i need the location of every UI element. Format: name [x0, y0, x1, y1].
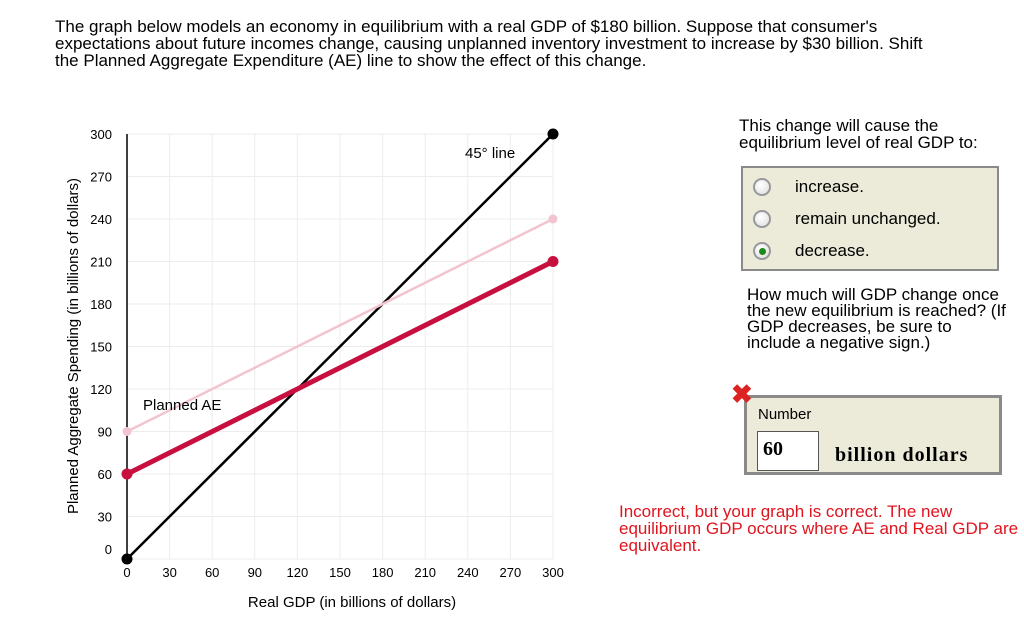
- option-remain-unchanged[interactable]: remain unchanged.: [753, 209, 941, 229]
- series-label-planned-ae: Planned AE: [143, 397, 221, 414]
- y-tick-label: 210: [90, 255, 112, 270]
- y-tick-label: 150: [90, 340, 112, 355]
- units-label: billion dollars: [835, 444, 969, 466]
- option-decrease[interactable]: decrease.: [753, 241, 870, 261]
- x-tick-label: 90: [248, 565, 262, 580]
- y-tick-label: 120: [90, 382, 112, 397]
- answer-box: Number 60 billion dollars: [744, 395, 1002, 475]
- question-equilibrium-direction: This change will cause the equilibrium l…: [739, 116, 978, 152]
- number-input[interactable]: 60: [757, 431, 819, 471]
- x-axis-label: Real GDP (in billions of dollars): [248, 594, 456, 611]
- y-tick-label: 0: [105, 542, 112, 557]
- number-label: Number: [758, 406, 812, 423]
- y-tick-label: 180: [90, 297, 112, 312]
- series-line-1: [126, 217, 554, 433]
- series-point-1: [122, 427, 132, 436]
- series-point-1: [548, 214, 558, 224]
- red-x-icon: ✖: [731, 379, 753, 409]
- series-point-2: [547, 256, 559, 267]
- x-tick-label: 270: [500, 565, 522, 580]
- x-tick-label: 150: [329, 565, 351, 580]
- x-tick-label: 60: [205, 565, 219, 580]
- series-point-0: [121, 553, 133, 565]
- y-tick-label: 90: [98, 425, 112, 440]
- x-tick-label: 120: [287, 565, 309, 580]
- series-point-0: [547, 128, 559, 140]
- y-tick-label: 240: [90, 212, 112, 227]
- series-lines: [121, 128, 559, 565]
- question-gdp-change: How much will GDP change once the new eq…: [747, 285, 1006, 352]
- question-prompt: The graph below models an economy in equ…: [55, 17, 923, 70]
- grid: [126, 133, 554, 560]
- radio-group: increase. remain unchanged. decrease.: [741, 166, 999, 271]
- radio-button-selected[interactable]: [753, 242, 771, 260]
- option-increase[interactable]: increase.: [753, 177, 864, 197]
- series-line-0: [126, 133, 554, 560]
- series-label-45-line: 45° line: [465, 145, 515, 162]
- y-tick-label: 300: [90, 127, 112, 142]
- y-tick-label: 270: [90, 170, 112, 185]
- x-tick-label: 240: [457, 565, 479, 580]
- option-label: remain unchanged.: [795, 209, 941, 228]
- option-label: decrease.: [795, 241, 870, 260]
- y-tick-label: 60: [98, 467, 112, 482]
- y-tick-label: 30: [98, 510, 112, 525]
- radio-button[interactable]: [753, 178, 771, 196]
- radio-button[interactable]: [753, 210, 771, 228]
- y-axis-label: Planned Aggregate Spending (in billions …: [65, 178, 82, 514]
- x-tick-label: 300: [542, 565, 564, 580]
- x-tick-label: 180: [372, 565, 394, 580]
- x-tick-label: 0: [123, 565, 130, 580]
- feedback-text: Incorrect, but your graph is correct. Th…: [619, 502, 1019, 555]
- option-label: increase.: [795, 177, 864, 196]
- ae-chart[interactable]: 0 30 60 90 120 150 180 210 240 270 300 0 30 60 90 120 15…: [0, 0, 620, 619]
- x-tick-label: 30: [162, 565, 176, 580]
- x-tick-label: 210: [414, 565, 436, 580]
- series-point-2: [121, 468, 133, 480]
- series-line-2: [125, 259, 555, 477]
- tick-labels: 0 30 60 90 120 150 180 210 240 270 300 0 30 60 90 120 15…: [90, 127, 564, 580]
